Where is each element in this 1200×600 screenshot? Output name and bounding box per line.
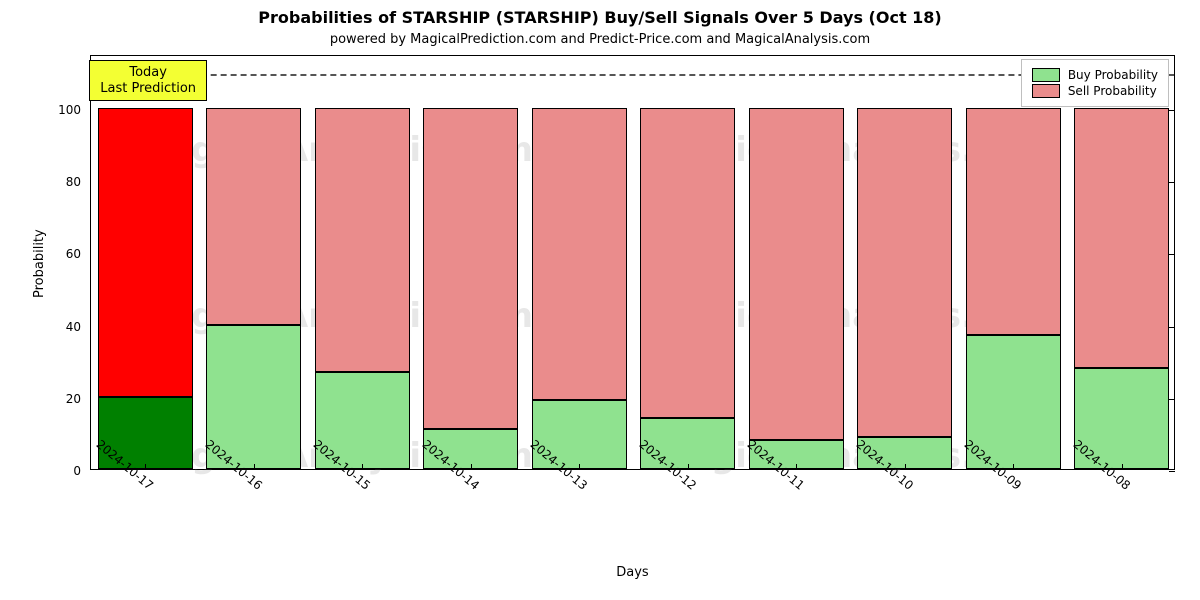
xtick-mark bbox=[688, 464, 689, 470]
ytick-label: 60 bbox=[66, 247, 91, 261]
callout-line1: Today bbox=[129, 65, 167, 80]
xtick-mark bbox=[254, 464, 255, 470]
bar-group bbox=[206, 108, 301, 469]
bar-group bbox=[423, 108, 518, 469]
ytick-mark bbox=[1169, 254, 1175, 255]
sell-bar bbox=[315, 108, 410, 371]
xtick-mark bbox=[471, 464, 472, 470]
xtick-mark bbox=[579, 464, 580, 470]
sell-bar bbox=[206, 108, 301, 325]
bar-group bbox=[966, 108, 1061, 469]
chart-figure: Probabilities of STARSHIP (STARSHIP) Buy… bbox=[0, 0, 1200, 600]
xtick-mark bbox=[145, 464, 146, 470]
chart-title: Probabilities of STARSHIP (STARSHIP) Buy… bbox=[0, 8, 1200, 27]
bar-group bbox=[857, 108, 952, 469]
bar-group bbox=[1074, 108, 1169, 469]
legend-swatch bbox=[1032, 84, 1060, 98]
sell-bar bbox=[423, 108, 518, 429]
today-callout: TodayLast Prediction bbox=[89, 60, 207, 101]
bar-group bbox=[532, 108, 627, 469]
ytick-mark bbox=[1169, 327, 1175, 328]
sell-bar bbox=[857, 108, 952, 436]
ytick-mark bbox=[1169, 399, 1175, 400]
bar-group bbox=[749, 108, 844, 469]
ytick-mark bbox=[1169, 110, 1175, 111]
legend-item: Buy Probability bbox=[1032, 68, 1158, 82]
sell-bar bbox=[1074, 108, 1169, 368]
ytick-mark bbox=[1169, 182, 1175, 183]
xtick-mark bbox=[1013, 464, 1014, 470]
plot-area: MagicalAnalysis.comMagicalAnalysis.comMa… bbox=[90, 55, 1175, 470]
ytick-label: 0 bbox=[73, 464, 91, 478]
sell-bar bbox=[640, 108, 735, 418]
legend-label: Sell Probability bbox=[1068, 84, 1157, 98]
ytick-mark bbox=[1169, 471, 1175, 472]
chart-subtitle: powered by MagicalPrediction.com and Pre… bbox=[0, 32, 1200, 47]
callout-line2: Last Prediction bbox=[100, 81, 196, 96]
legend-item: Sell Probability bbox=[1032, 84, 1158, 98]
bar-group bbox=[315, 108, 410, 469]
sell-bar bbox=[532, 108, 627, 400]
sell-bar bbox=[98, 108, 193, 397]
sell-bar bbox=[749, 108, 844, 440]
xtick-mark bbox=[796, 464, 797, 470]
xtick-mark bbox=[362, 464, 363, 470]
x-axis-label: Days bbox=[90, 565, 1175, 580]
ytick-label: 80 bbox=[66, 175, 91, 189]
xtick-mark bbox=[905, 464, 906, 470]
sell-bar bbox=[966, 108, 1061, 335]
legend-swatch bbox=[1032, 68, 1060, 82]
bar-group bbox=[640, 108, 735, 469]
ytick-label: 20 bbox=[66, 392, 91, 406]
legend-label: Buy Probability bbox=[1068, 68, 1158, 82]
bar-group bbox=[98, 108, 193, 469]
reference-line bbox=[91, 74, 1174, 76]
xtick-mark bbox=[1122, 464, 1123, 470]
y-axis-label: Probability bbox=[32, 229, 47, 298]
legend: Buy Probability Sell Probability bbox=[1021, 59, 1169, 107]
ytick-label: 40 bbox=[66, 320, 91, 334]
ytick-label: 100 bbox=[58, 103, 91, 117]
